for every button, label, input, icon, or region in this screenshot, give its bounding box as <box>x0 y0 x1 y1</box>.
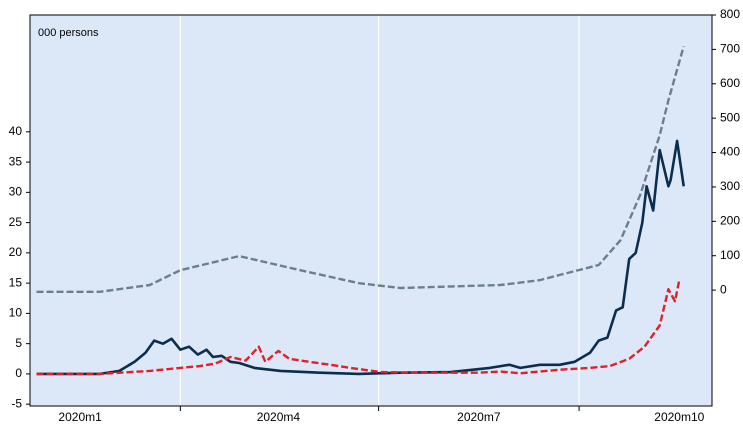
y-tick-label: 15 <box>9 275 23 289</box>
y2-tick-label: 600 <box>720 76 740 90</box>
unit-label: 000 persons <box>38 27 99 39</box>
y2-tick-label: 400 <box>720 145 740 159</box>
y2-tick-label: 300 <box>720 179 740 193</box>
y-tick-label: -5 <box>11 396 22 410</box>
y2-tick-label: 500 <box>720 110 740 124</box>
y-tick-label: 20 <box>9 245 23 259</box>
x-tick-label: 2020m1 <box>58 410 102 424</box>
y2-tick-label: 700 <box>720 42 740 56</box>
series-line <box>36 45 685 293</box>
plot-area <box>29 14 713 407</box>
y-tick-label: 35 <box>9 154 23 168</box>
y2-tick-label: 800 <box>720 7 740 21</box>
y-tick-label: 5 <box>15 336 22 350</box>
y-tick-label: 40 <box>9 124 23 138</box>
y2-tick-label: 200 <box>720 214 740 228</box>
y-tick-label: 10 <box>9 306 23 320</box>
x-tick-label: 2020m7 <box>457 410 501 424</box>
x-tick-label: 2020m10 <box>654 410 704 424</box>
y2-tick-label: 0 <box>720 282 727 296</box>
y2-tick-label: 100 <box>720 248 740 262</box>
y-tick-label: 30 <box>9 185 23 199</box>
y-tick-label: 25 <box>9 215 23 229</box>
series-line <box>36 139 685 376</box>
series-line <box>36 279 681 376</box>
y-tick-label: 0 <box>15 366 22 380</box>
x-tick-label: 2020m4 <box>257 410 301 424</box>
